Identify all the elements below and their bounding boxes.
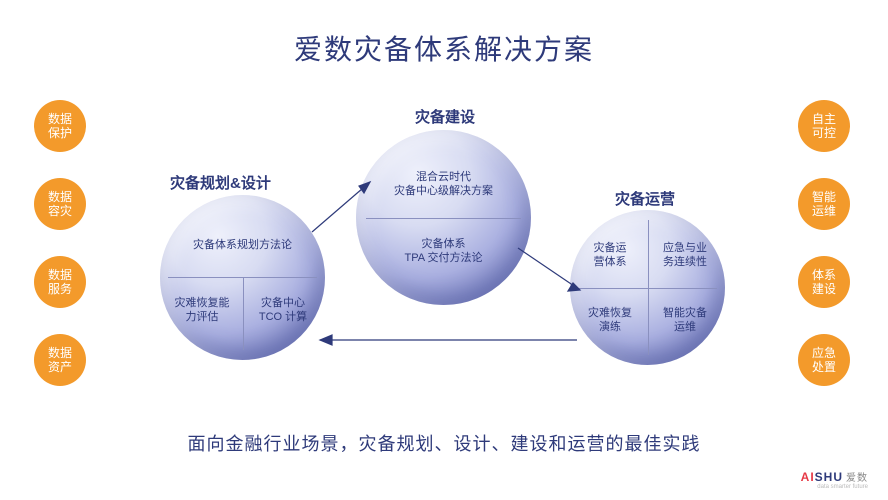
sphere-left-label: 灾备规划&设计 <box>170 172 271 193</box>
sphere-center-label: 灾备建设 <box>415 106 475 127</box>
sphere-center-top: 混合云时代灾备中心级解决方案 <box>356 154 531 214</box>
sphere-left-vline <box>243 277 244 350</box>
left-pill-3: 数据资产 <box>34 334 86 386</box>
logo-tagline: data smarter future <box>801 484 868 490</box>
logo-shu: SHU <box>815 470 843 484</box>
sphere-center: 混合云时代灾备中心级解决方案 灾备体系TPA 交付方法论 <box>356 130 531 305</box>
sphere-right-label: 灾备运营 <box>615 188 675 209</box>
logo-cn: 爱数 <box>846 473 868 484</box>
right-pill-3: 应急处置 <box>798 334 850 386</box>
right-pill-2: 体系建设 <box>798 256 850 308</box>
left-pill-column: 数据保护 数据容灾 数据服务 数据资产 <box>34 100 90 386</box>
sphere-left-top: 灾备体系规划方法论 <box>160 213 325 277</box>
left-pill-0: 数据保护 <box>34 100 86 152</box>
sphere-center-hline <box>366 218 521 219</box>
page-subtitle: 面向金融行业场景，灾备规划、设计、建设和运营的最佳实践 <box>0 430 888 456</box>
right-pill-1: 智能运维 <box>798 178 850 230</box>
right-pill-column: 自主可控 智能运维 体系建设 应急处置 <box>798 100 854 386</box>
left-pill-1: 数据容灾 <box>34 178 86 230</box>
sphere-center-bot: 灾备体系TPA 交付方法论 <box>356 223 531 279</box>
sphere-right-tr: 应急与业务连续性 <box>653 230 717 280</box>
logo-ai: AI <box>801 470 815 484</box>
sphere-right-vline <box>648 220 649 355</box>
sphere-right-bl: 灾难恢复演练 <box>578 295 642 345</box>
sphere-left-bl: 灾难恢复能力评估 <box>166 284 238 336</box>
arrow-right-to-left-head <box>320 335 332 345</box>
page-title: 爱数灾备体系解决方案 <box>0 28 888 68</box>
brand-logo: AISHU爱数 data smarter future <box>801 469 868 490</box>
sphere-right-br: 智能灾备运维 <box>653 295 717 345</box>
right-pill-0: 自主可控 <box>798 100 850 152</box>
sphere-right-tl: 灾备运营体系 <box>578 230 642 280</box>
left-pill-2: 数据服务 <box>34 256 86 308</box>
sphere-left: 灾备体系规划方法论 灾难恢复能力评估 灾备中心TCO 计算 <box>160 195 325 360</box>
sphere-left-br: 灾备中心TCO 计算 <box>247 284 319 336</box>
sphere-right: 灾备运营体系 应急与业务连续性 灾难恢复演练 智能灾备运维 <box>570 210 725 365</box>
